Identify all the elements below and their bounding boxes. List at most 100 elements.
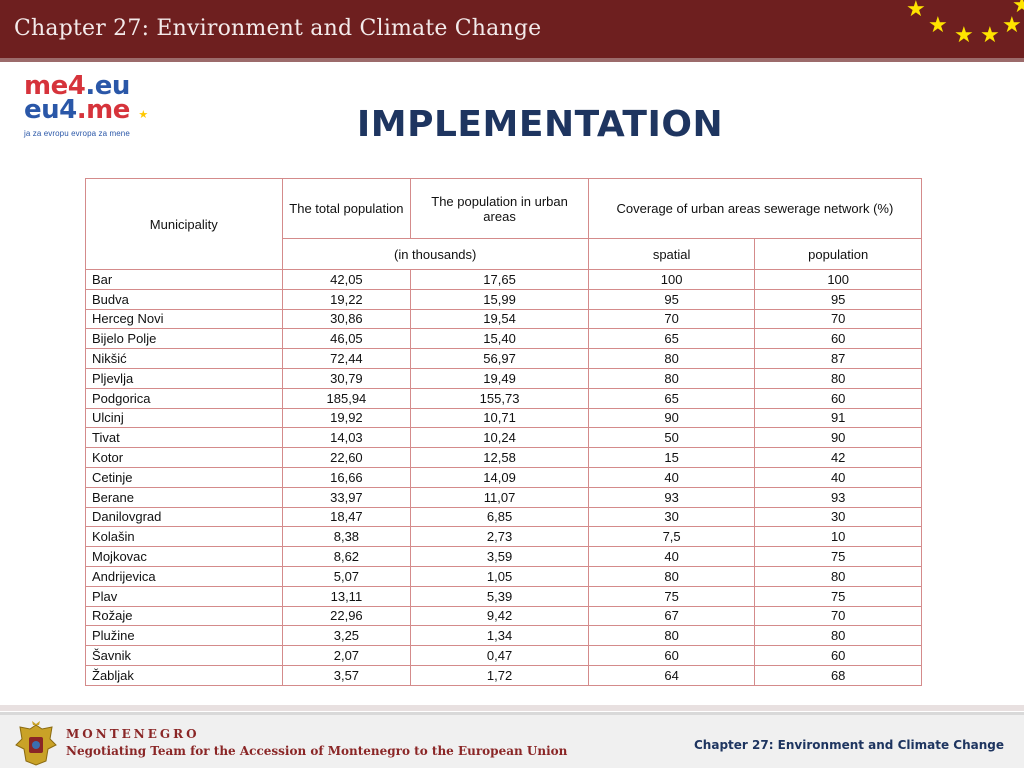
cell-urban: 56,97 xyxy=(410,348,589,369)
table-row: Mojkovac 8,62 3,59 40 75 xyxy=(85,546,922,567)
table-row: Šavnik 2,07 0,47 60 60 xyxy=(85,645,922,666)
cell-municipality: Šavnik xyxy=(85,645,283,666)
cell-population: 91 xyxy=(754,407,922,429)
header-population: population xyxy=(754,238,922,270)
cell-population: 87 xyxy=(754,348,922,369)
header-coverage: Coverage of urban areas sewerage network… xyxy=(587,178,923,239)
table-row: Kotor 22,60 12,58 15 42 xyxy=(85,447,922,468)
table-row: Rožaje 22,96 9,42 67 70 xyxy=(85,605,922,627)
cell-population: 80 xyxy=(754,367,922,389)
table-row: Pljevlja 30,79 19,49 80 80 xyxy=(85,367,922,389)
star-icon: ★ xyxy=(138,108,148,121)
cell-urban: 15,99 xyxy=(410,288,589,310)
cell-population: 80 xyxy=(754,565,922,587)
montenegro-crest-icon xyxy=(15,721,57,766)
cell-total: 22,60 xyxy=(281,447,412,468)
star-icon: ★ xyxy=(1002,12,1022,37)
logo-text: eu4 xyxy=(24,95,77,125)
cell-total: 8,38 xyxy=(281,526,412,548)
cell-spatial: 65 xyxy=(587,387,756,409)
cell-urban: 3,59 xyxy=(410,546,589,567)
eu-stars: ★ ★ ★ ★ ★ ★ xyxy=(874,0,1024,56)
cell-urban: 5,39 xyxy=(410,585,589,607)
cell-municipality: Andrijevica xyxy=(85,565,283,587)
cell-urban: 10,24 xyxy=(410,427,589,449)
cell-municipality: Herceg Novi xyxy=(85,308,283,330)
table-row: Bar 42,05 17,65 100 100 xyxy=(85,269,922,290)
cell-spatial: 67 xyxy=(587,605,756,627)
cell-spatial: 100 xyxy=(587,269,756,290)
footer-country: MONTENEGRO xyxy=(66,727,200,741)
header-total-population: The total population xyxy=(281,178,412,239)
header-urban-population: The population in urban areas xyxy=(410,178,589,239)
cell-population: 60 xyxy=(754,328,922,350)
table-row: Danilovgrad 18,47 6,85 30 30 xyxy=(85,506,922,528)
cell-municipality: Bijelo Polje xyxy=(85,328,283,350)
cell-municipality: Nikšić xyxy=(85,348,283,369)
cell-spatial: 65 xyxy=(587,328,756,350)
cell-total: 8,62 xyxy=(281,546,412,567)
star-icon: ★ xyxy=(1012,0,1024,17)
cell-spatial: 80 xyxy=(587,348,756,369)
table-row: Kolašin 8,38 2,73 7,5 10 xyxy=(85,526,922,548)
table-row: Budva 19,22 15,99 95 95 xyxy=(85,288,922,310)
cell-urban: 10,71 xyxy=(410,407,589,429)
table-row: Plužine 3,25 1,34 80 80 xyxy=(85,625,922,647)
cell-total: 30,79 xyxy=(281,367,412,389)
footer-bar: MONTENEGRO Negotiating Team for the Acce… xyxy=(0,705,1024,768)
cell-spatial: 7,5 xyxy=(587,526,756,548)
logo-text: .eu xyxy=(85,71,130,101)
me4eu-logo: me4.eu eu4.me ★ ja za evropu evropa za m… xyxy=(24,71,154,144)
cell-population: 93 xyxy=(754,486,922,508)
table-row: Žabljak 3,57 1,72 64 68 xyxy=(85,664,922,686)
cell-total: 22,96 xyxy=(281,605,412,627)
cell-urban: 12,58 xyxy=(410,447,589,468)
header-in-thousands: (in thousands) xyxy=(281,238,589,270)
cell-total: 18,47 xyxy=(281,506,412,528)
footer-team: Negotiating Team for the Accession of Mo… xyxy=(66,744,568,758)
cell-population: 75 xyxy=(754,546,922,567)
cell-total: 42,05 xyxy=(281,269,412,290)
cell-municipality: Pljevlja xyxy=(85,367,283,389)
table-row: Herceg Novi 30,86 19,54 70 70 xyxy=(85,308,922,330)
logo-text: .me xyxy=(76,95,131,125)
cell-urban: 0,47 xyxy=(410,645,589,666)
cell-municipality: Bar xyxy=(85,269,283,290)
cell-total: 14,03 xyxy=(281,427,412,449)
cell-total: 3,57 xyxy=(281,664,412,686)
table-row: Ulcinj 19,92 10,71 90 91 xyxy=(85,407,922,429)
sewerage-table: Municipality The total population The po… xyxy=(85,178,923,686)
cell-urban: 9,42 xyxy=(410,605,589,627)
cell-municipality: Danilovgrad xyxy=(85,506,283,528)
cell-spatial: 15 xyxy=(587,447,756,468)
footer-chapter: Chapter 27: Environment and Climate Chan… xyxy=(694,738,1004,752)
cell-population: 95 xyxy=(754,288,922,310)
logo-tagline: ja za evropu evropa za mene xyxy=(24,129,130,138)
cell-municipality: Ulcinj xyxy=(85,407,283,429)
cell-spatial: 50 xyxy=(587,427,756,449)
cell-spatial: 80 xyxy=(587,565,756,587)
cell-urban: 11,07 xyxy=(410,486,589,508)
table-row: Andrijevica 5,07 1,05 80 80 xyxy=(85,565,922,587)
cell-population: 42 xyxy=(754,447,922,468)
cell-total: 33,97 xyxy=(281,486,412,508)
cell-urban: 6,85 xyxy=(410,506,589,528)
header-bar: Chapter 27: Environment and Climate Chan… xyxy=(0,0,1024,62)
cell-urban: 1,72 xyxy=(410,664,589,686)
cell-population: 60 xyxy=(754,387,922,409)
cell-spatial: 80 xyxy=(587,367,756,389)
chapter-title: Chapter 27: Environment and Climate Chan… xyxy=(14,16,542,41)
cell-spatial: 40 xyxy=(587,466,756,488)
cell-total: 46,05 xyxy=(281,328,412,350)
cell-municipality: Podgorica xyxy=(85,387,283,409)
table-body: Bar 42,05 17,65 100 100 Budva 19,22 15,99 95 95 He… xyxy=(85,269,922,686)
cell-municipality: Plužine xyxy=(85,625,283,647)
cell-population: 30 xyxy=(754,506,922,528)
cell-municipality: Cetinje xyxy=(85,466,283,488)
cell-spatial: 93 xyxy=(587,486,756,508)
cell-municipality: Žabljak xyxy=(85,664,283,686)
cell-spatial: 75 xyxy=(587,585,756,607)
slide-heading: IMPLEMENTATION xyxy=(356,104,724,145)
table-row: Bijelo Polje 46,05 15,40 65 60 xyxy=(85,328,922,350)
cell-population: 40 xyxy=(754,466,922,488)
